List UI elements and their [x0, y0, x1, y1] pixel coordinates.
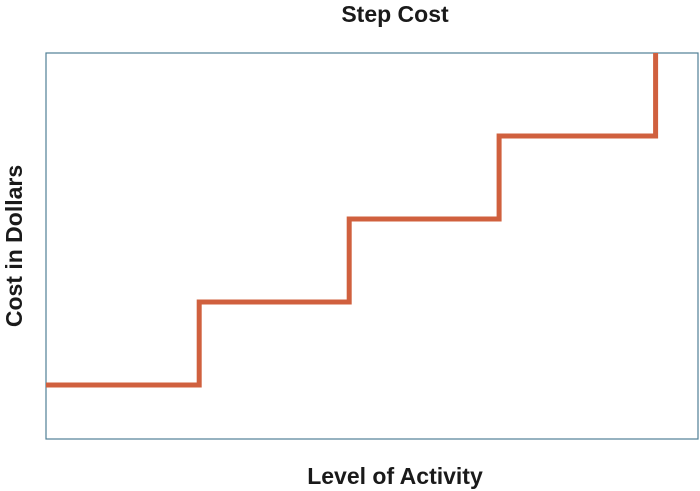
plot-frame — [45, 52, 699, 440]
y-axis-label: Cost in Dollars — [1, 165, 27, 327]
series-layer — [46, 53, 659, 388]
chart-title: Step Cost — [341, 1, 449, 27]
x-axis-label: Level of Activity — [307, 463, 483, 489]
step-cost-line — [46, 53, 659, 388]
